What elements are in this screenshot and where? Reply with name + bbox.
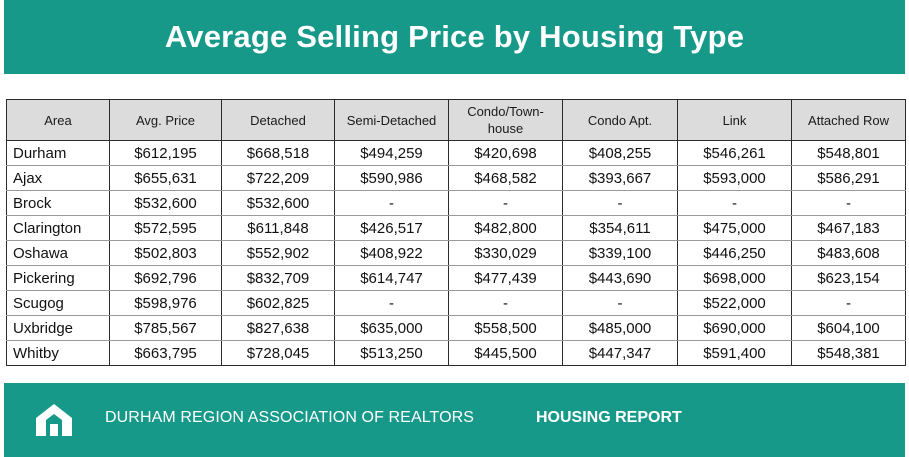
column-header: Area: [6, 99, 110, 141]
table-row: Uxbridge $785,567 $827,638 $635,000 $558,500…: [6, 315, 906, 341]
area-cell: Clarington: [6, 215, 110, 241]
price-cell: $591,400: [677, 340, 792, 366]
price-cell: $485,000: [562, 315, 678, 341]
price-cell: $572,595: [109, 215, 222, 241]
price-cell: $420,698: [448, 140, 563, 166]
table-header-row: Area Avg. Price Detached Semi-Detached Condo…: [6, 99, 906, 141]
price-table-container: Area Avg. Price Detached Semi-Detached Condo…: [6, 99, 906, 366]
price-cell: $532,600: [221, 190, 335, 216]
report-name: HOUSING REPORT: [536, 409, 682, 426]
table-body: Durham $612,195 $668,518 $494,259 $420,698 $4…: [6, 140, 906, 366]
price-cell: $468,582: [448, 165, 563, 191]
price-cell: -: [448, 290, 563, 316]
price-cell: $426,517: [334, 215, 449, 241]
price-cell: $477,439: [448, 265, 563, 291]
price-cell: $548,381: [791, 340, 906, 366]
area-cell: Durham: [6, 140, 110, 166]
price-cell: $623,154: [791, 265, 906, 291]
price-cell: -: [791, 190, 906, 216]
area-cell: Brock: [6, 190, 110, 216]
price-cell: $502,803: [109, 240, 222, 266]
price-cell: $722,209: [221, 165, 335, 191]
price-cell: $522,000: [677, 290, 792, 316]
column-header: Link: [677, 99, 792, 141]
price-cell: -: [791, 290, 906, 316]
price-table: Area Avg. Price Detached Semi-Detached Condo…: [6, 99, 906, 366]
price-cell: -: [334, 190, 449, 216]
title-bar: Average Selling Price by Housing Type: [4, 0, 905, 74]
price-cell: $354,611: [562, 215, 678, 241]
price-cell: $785,567: [109, 315, 222, 341]
price-cell: $446,250: [677, 240, 792, 266]
price-cell: $552,902: [221, 240, 335, 266]
price-cell: $728,045: [221, 340, 335, 366]
price-cell: $513,250: [334, 340, 449, 366]
table-row: Brock $532,600 $532,600- - - - -: [6, 190, 906, 216]
price-cell: $467,183: [791, 215, 906, 241]
price-cell: $604,100: [791, 315, 906, 341]
price-cell: $475,000: [677, 215, 792, 241]
price-cell: $548,801: [791, 140, 906, 166]
price-cell: $663,795: [109, 340, 222, 366]
area-cell: Ajax: [6, 165, 110, 191]
column-header: Condo/Town-house: [448, 99, 563, 141]
area-cell: Uxbridge: [6, 315, 110, 341]
price-cell: $668,518: [221, 140, 335, 166]
price-cell: $690,000: [677, 315, 792, 341]
price-cell: $614,747: [334, 265, 449, 291]
price-cell: $586,291: [791, 165, 906, 191]
column-header: Condo Apt.: [562, 99, 678, 141]
price-cell: $532,600: [109, 190, 222, 216]
price-cell: $635,000: [334, 315, 449, 341]
price-cell: $611,848: [221, 215, 335, 241]
price-cell: $546,261: [677, 140, 792, 166]
price-cell: $698,000: [677, 265, 792, 291]
price-cell: $593,000: [677, 165, 792, 191]
price-cell: $602,825: [221, 290, 335, 316]
table-row: Clarington $572,595 $611,848 $426,517 $482,8…: [6, 215, 906, 241]
column-header: Attached Row: [791, 99, 906, 141]
price-cell: $655,631: [109, 165, 222, 191]
price-cell: $558,500: [448, 315, 563, 341]
price-cell: $447,347: [562, 340, 678, 366]
price-cell: $832,709: [221, 265, 335, 291]
area-cell: Oshawa: [6, 240, 110, 266]
price-cell: $330,029: [448, 240, 563, 266]
area-cell: Whitby: [6, 340, 110, 366]
table-row: Ajax $655,631 $722,209 $590,986 $468,582 $393…: [6, 165, 906, 191]
price-cell: -: [448, 190, 563, 216]
page-title: Average Selling Price by Housing Type: [164, 19, 745, 54]
price-cell: $443,690: [562, 265, 678, 291]
price-cell: -: [562, 290, 678, 316]
price-cell: $445,500: [448, 340, 563, 366]
table-row: Whitby $663,795 $728,045 $513,250 $445,500 $4…: [6, 340, 906, 366]
column-header: Avg. Price: [109, 99, 222, 141]
price-cell: $339,100: [562, 240, 678, 266]
table-row: Oshawa $502,803 $552,902 $408,922 $330,029 $3…: [6, 240, 906, 266]
price-cell: $827,638: [221, 315, 335, 341]
organization-name: DURHAM REGION ASSOCIATION OF REALTORS: [105, 409, 475, 426]
price-cell: $408,255: [562, 140, 678, 166]
price-cell: -: [562, 190, 678, 216]
price-cell: -: [334, 290, 449, 316]
table-row: Scugog $598,976 $602,825- - - $522,000-: [6, 290, 906, 316]
footer-bar: DURHAM REGION ASSOCIATION OF REALTORS HO…: [4, 383, 905, 457]
table-row: Durham $612,195 $668,518 $494,259 $420,698 $4…: [6, 140, 906, 166]
price-cell: $393,667: [562, 165, 678, 191]
price-cell: $590,986: [334, 165, 449, 191]
column-header: Detached: [221, 99, 335, 141]
price-cell: $408,922: [334, 240, 449, 266]
price-cell: $612,195: [109, 140, 222, 166]
price-cell: $482,800: [448, 215, 563, 241]
area-cell: Scugog: [6, 290, 110, 316]
price-cell: $692,796: [109, 265, 222, 291]
house-arrow-icon: [36, 404, 72, 436]
price-cell: $494,259: [334, 140, 449, 166]
table-row: Pickering $692,796 $832,709 $614,747 $477,43…: [6, 265, 906, 291]
price-cell: $598,976: [109, 290, 222, 316]
price-cell: -: [677, 190, 792, 216]
area-cell: Pickering: [6, 265, 110, 291]
price-cell: $483,608: [791, 240, 906, 266]
column-header: Semi-Detached: [334, 99, 449, 141]
